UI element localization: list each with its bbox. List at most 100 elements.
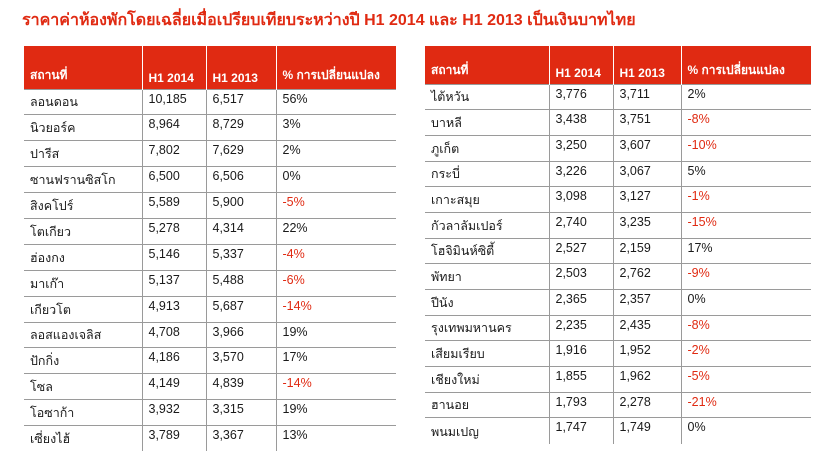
h1-2014-cell: 1,747	[548, 417, 613, 444]
change-cell: -4%	[275, 243, 396, 271]
h1-2014-cell: 2,235	[548, 314, 613, 341]
h1-2013-cell: 4,839	[205, 373, 276, 400]
location-cell: เกียวโต	[24, 295, 142, 323]
location-cell: บาหลี	[425, 109, 549, 136]
h1-2014-cell: 5,146	[141, 243, 206, 271]
change-cell: -15%	[680, 211, 811, 239]
table-row: พัทยา 2,503 2,762 -9%	[425, 263, 811, 290]
h1-2013-cell: 7,629	[205, 140, 276, 167]
table-row: เสียมเรียบ 1,916 1,952 -2%	[425, 340, 811, 367]
table-row: รุงเทพมหานคร 2,235 2,435 -8%	[425, 314, 811, 341]
location-cell: ภูเก็ต	[425, 134, 549, 162]
h1-2013-cell: 1,952	[612, 340, 681, 367]
change-cell: 0%	[680, 289, 811, 316]
change-cell: -8%	[680, 109, 811, 136]
location-cell: ปีนัง	[425, 289, 549, 316]
h1-2013-cell: 8,729	[205, 114, 276, 141]
location-cell: กัวลาลัมเปอร์	[425, 211, 549, 239]
h1-2013-cell: 1,962	[612, 366, 681, 393]
h1-2014-cell: 5,278	[141, 217, 206, 245]
h1-2013-cell: 3,570	[205, 347, 276, 374]
table-row: โอซาก้า 3,932 3,315 19%	[24, 399, 396, 426]
table-row: พนมเปญ 1,747 1,749 0%	[425, 417, 811, 444]
table-row: ซานฟรานซิสโก 6,500 6,506 0%	[24, 166, 396, 193]
change-cell: 19%	[275, 399, 396, 426]
location-cell: เชียงใหม่	[425, 366, 549, 393]
table-row: เซี่ยงไฮ้ 3,789 3,367 13%	[24, 425, 396, 452]
location-cell: รุงเทพมหานคร	[425, 314, 549, 341]
column-header-change: % การเปลี่ยนแปลง	[275, 46, 396, 89]
change-cell: -8%	[680, 314, 811, 341]
table-header-row: สถานที่ H1 2014 H1 2013 % การเปลี่ยนแปลง	[425, 46, 811, 84]
h1-2013-cell: 3,966	[205, 321, 276, 348]
column-header-h1-2013: H1 2013	[205, 46, 276, 89]
h1-2014-cell: 3,776	[548, 83, 613, 110]
h1-2013-cell: 3,367	[205, 425, 276, 452]
location-cell: ลอนดอน	[24, 88, 142, 115]
change-cell: 5%	[680, 160, 811, 187]
location-cell: โตเกียว	[24, 217, 142, 245]
location-cell: พัทยา	[425, 263, 549, 290]
table-row: เกียวโต 4,913 5,687 -14%	[24, 295, 396, 323]
h1-2014-cell: 3,932	[141, 399, 206, 426]
location-cell: ฮ่องกง	[24, 243, 142, 271]
change-cell: -9%	[680, 263, 811, 290]
change-cell: -5%	[275, 192, 396, 219]
location-cell: เสียมเรียบ	[425, 340, 549, 367]
table-row: ฮานอย 1,793 2,278 -21%	[425, 391, 811, 418]
location-cell: มาเก๊า	[24, 269, 142, 297]
h1-2013-cell: 6,506	[205, 166, 276, 193]
change-cell: -14%	[275, 373, 396, 400]
h1-2013-cell: 2,159	[612, 237, 681, 264]
table-row: ลอสแองเจลิส 4,708 3,966 19%	[24, 321, 396, 348]
page-title: ราคาค่าห้องพักโดยเฉลี่ยเมื่อเปรียบเทียบร…	[22, 12, 636, 29]
h1-2013-cell: 3,751	[612, 109, 681, 136]
location-cell: โฮจิมินห์ซิตี้	[425, 237, 549, 264]
h1-2014-cell: 3,226	[548, 160, 613, 187]
change-cell: 17%	[680, 237, 811, 264]
table-row: ฮ่องกง 5,146 5,337 -4%	[24, 243, 396, 271]
h1-2013-cell: 6,517	[205, 88, 276, 115]
table-row: นิวยอร์ค 8,964 8,729 3%	[24, 114, 396, 141]
h1-2013-cell: 4,314	[205, 217, 276, 245]
table-row: ปีนัง 2,365 2,357 0%	[425, 289, 811, 316]
location-cell: สิงคโปร์	[24, 192, 142, 219]
table-row: บาหลี 3,438 3,751 -8%	[425, 109, 811, 136]
location-cell: โอซาก้า	[24, 399, 142, 426]
table-row: ไต้หวัน 3,776 3,711 2%	[425, 83, 811, 110]
change-cell: -10%	[680, 134, 811, 162]
column-header-location: สถานที่	[24, 46, 142, 89]
h1-2014-cell: 1,916	[548, 340, 613, 367]
table-row: โซล 4,149 4,839 -14%	[24, 373, 396, 400]
h1-2013-cell: 3,315	[205, 399, 276, 426]
h1-2013-cell: 2,278	[612, 391, 681, 418]
change-cell: -14%	[275, 295, 396, 323]
location-cell: ปักกิ่ง	[24, 347, 142, 374]
column-header-location: สถานที่	[425, 46, 549, 84]
h1-2014-cell: 5,589	[141, 192, 206, 219]
h1-2014-cell: 2,527	[548, 237, 613, 264]
change-cell: 2%	[275, 140, 396, 167]
table-row: เกาะสมุย 3,098 3,127 -1%	[425, 186, 811, 213]
change-cell: -5%	[680, 366, 811, 393]
location-cell: เกาะสมุย	[425, 186, 549, 213]
h1-2013-cell: 5,337	[205, 243, 276, 271]
table-body-left: ลอนดอน 10,185 6,517 56% นิวยอร์ค 8,964 8,729 3%…	[24, 88, 396, 452]
change-cell: 2%	[680, 83, 811, 110]
h1-2014-cell: 4,186	[141, 347, 206, 374]
change-cell: 17%	[275, 347, 396, 374]
column-header-change: % การเปลี่ยนแปลง	[680, 46, 811, 84]
column-header-h1-2014: H1 2014	[141, 46, 206, 89]
table-header-row: สถานที่ H1 2014 H1 2013 % การเปลี่ยนแปลง	[24, 46, 396, 89]
h1-2013-cell: 5,900	[205, 192, 276, 219]
h1-2013-cell: 3,607	[612, 134, 681, 162]
h1-2013-cell: 5,687	[205, 295, 276, 323]
location-cell: ปารีส	[24, 140, 142, 167]
h1-2014-cell: 7,802	[141, 140, 206, 167]
h1-2014-cell: 2,740	[548, 211, 613, 239]
table-row: สิงคโปร์ 5,589 5,900 -5%	[24, 192, 396, 219]
table-row: มาเก๊า 5,137 5,488 -6%	[24, 269, 396, 297]
h1-2014-cell: 3,098	[548, 186, 613, 213]
h1-2013-cell: 5,488	[205, 269, 276, 297]
table-row: ลอนดอน 10,185 6,517 56%	[24, 88, 396, 115]
